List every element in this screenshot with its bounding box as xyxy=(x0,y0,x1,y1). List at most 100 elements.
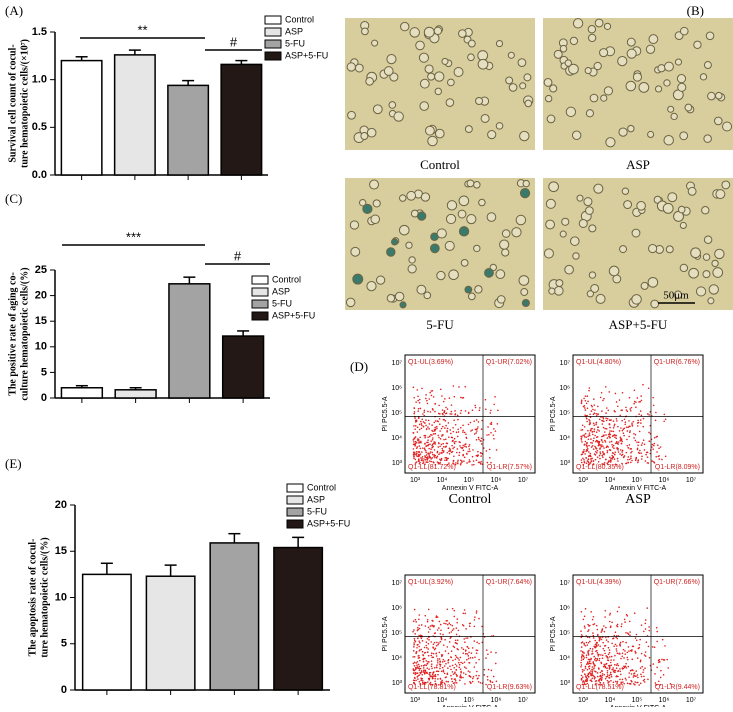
event xyxy=(455,633,458,636)
event xyxy=(436,659,439,662)
event xyxy=(639,667,642,669)
event xyxy=(618,684,620,686)
y-tick-label: 0 xyxy=(61,684,67,696)
event xyxy=(431,619,433,622)
event xyxy=(430,663,433,665)
event xyxy=(473,640,476,642)
event xyxy=(439,430,441,432)
y-tick-label: 20 xyxy=(55,499,67,511)
cell xyxy=(564,59,572,67)
event xyxy=(589,434,591,437)
event xyxy=(651,646,654,648)
event xyxy=(476,427,479,430)
event xyxy=(619,673,622,676)
event xyxy=(584,665,587,668)
event xyxy=(602,399,604,402)
cell xyxy=(636,201,646,211)
event xyxy=(493,437,495,440)
event xyxy=(611,446,614,448)
event xyxy=(417,675,419,677)
event xyxy=(443,665,446,667)
event xyxy=(656,630,658,633)
event xyxy=(580,657,583,659)
event xyxy=(418,442,420,444)
event xyxy=(621,409,623,411)
event xyxy=(646,413,649,415)
event xyxy=(613,458,616,460)
event xyxy=(439,458,441,461)
annotation: # xyxy=(234,248,242,263)
cell xyxy=(362,203,373,215)
event xyxy=(424,443,426,445)
event xyxy=(599,681,602,684)
event xyxy=(415,461,418,463)
event xyxy=(485,657,487,659)
event xyxy=(587,675,590,678)
event xyxy=(480,455,482,457)
event xyxy=(450,668,452,671)
event xyxy=(452,628,455,630)
event xyxy=(612,426,615,429)
event xyxy=(583,444,586,446)
cell xyxy=(464,285,473,294)
event xyxy=(648,656,651,659)
cell xyxy=(663,134,674,146)
event xyxy=(591,672,593,675)
event xyxy=(431,456,434,459)
cell xyxy=(589,93,599,103)
event xyxy=(418,645,420,648)
event xyxy=(642,383,644,386)
event xyxy=(429,681,432,684)
event xyxy=(412,662,415,665)
event xyxy=(599,451,601,453)
event xyxy=(614,663,616,666)
event xyxy=(624,650,626,652)
event xyxy=(432,442,435,445)
event xyxy=(476,670,478,673)
legend-swatch xyxy=(251,275,269,285)
event xyxy=(437,670,440,673)
cell xyxy=(588,271,597,279)
event xyxy=(447,457,449,460)
event xyxy=(414,671,417,674)
event xyxy=(580,439,583,441)
legend-swatch xyxy=(286,483,304,493)
event xyxy=(422,425,425,428)
event xyxy=(592,615,595,618)
event xyxy=(598,668,600,670)
event xyxy=(628,435,630,438)
event xyxy=(448,641,451,643)
event xyxy=(444,459,446,462)
event xyxy=(628,431,631,434)
event xyxy=(435,644,438,647)
event xyxy=(444,427,446,429)
cell xyxy=(350,246,361,257)
cell xyxy=(366,127,377,138)
event xyxy=(606,417,609,420)
event xyxy=(427,443,430,446)
event xyxy=(591,650,594,652)
legend-swatch xyxy=(286,519,304,529)
cell xyxy=(519,187,531,199)
event xyxy=(418,680,421,683)
event xyxy=(602,456,604,458)
quadrant-label: Q1-LR(7.57%) xyxy=(487,464,532,471)
event xyxy=(633,389,636,392)
event xyxy=(609,430,611,432)
event xyxy=(486,461,489,464)
event xyxy=(414,445,416,447)
x-axis-label: Annexin V FITC-A xyxy=(610,485,667,492)
event xyxy=(596,436,599,438)
event xyxy=(445,680,448,683)
event xyxy=(633,437,635,439)
event xyxy=(652,663,655,665)
cell xyxy=(584,67,592,75)
event xyxy=(452,447,454,450)
event xyxy=(636,448,639,451)
event xyxy=(420,637,423,640)
event xyxy=(638,452,641,455)
event xyxy=(432,445,434,448)
event xyxy=(422,653,424,656)
event xyxy=(434,428,436,431)
